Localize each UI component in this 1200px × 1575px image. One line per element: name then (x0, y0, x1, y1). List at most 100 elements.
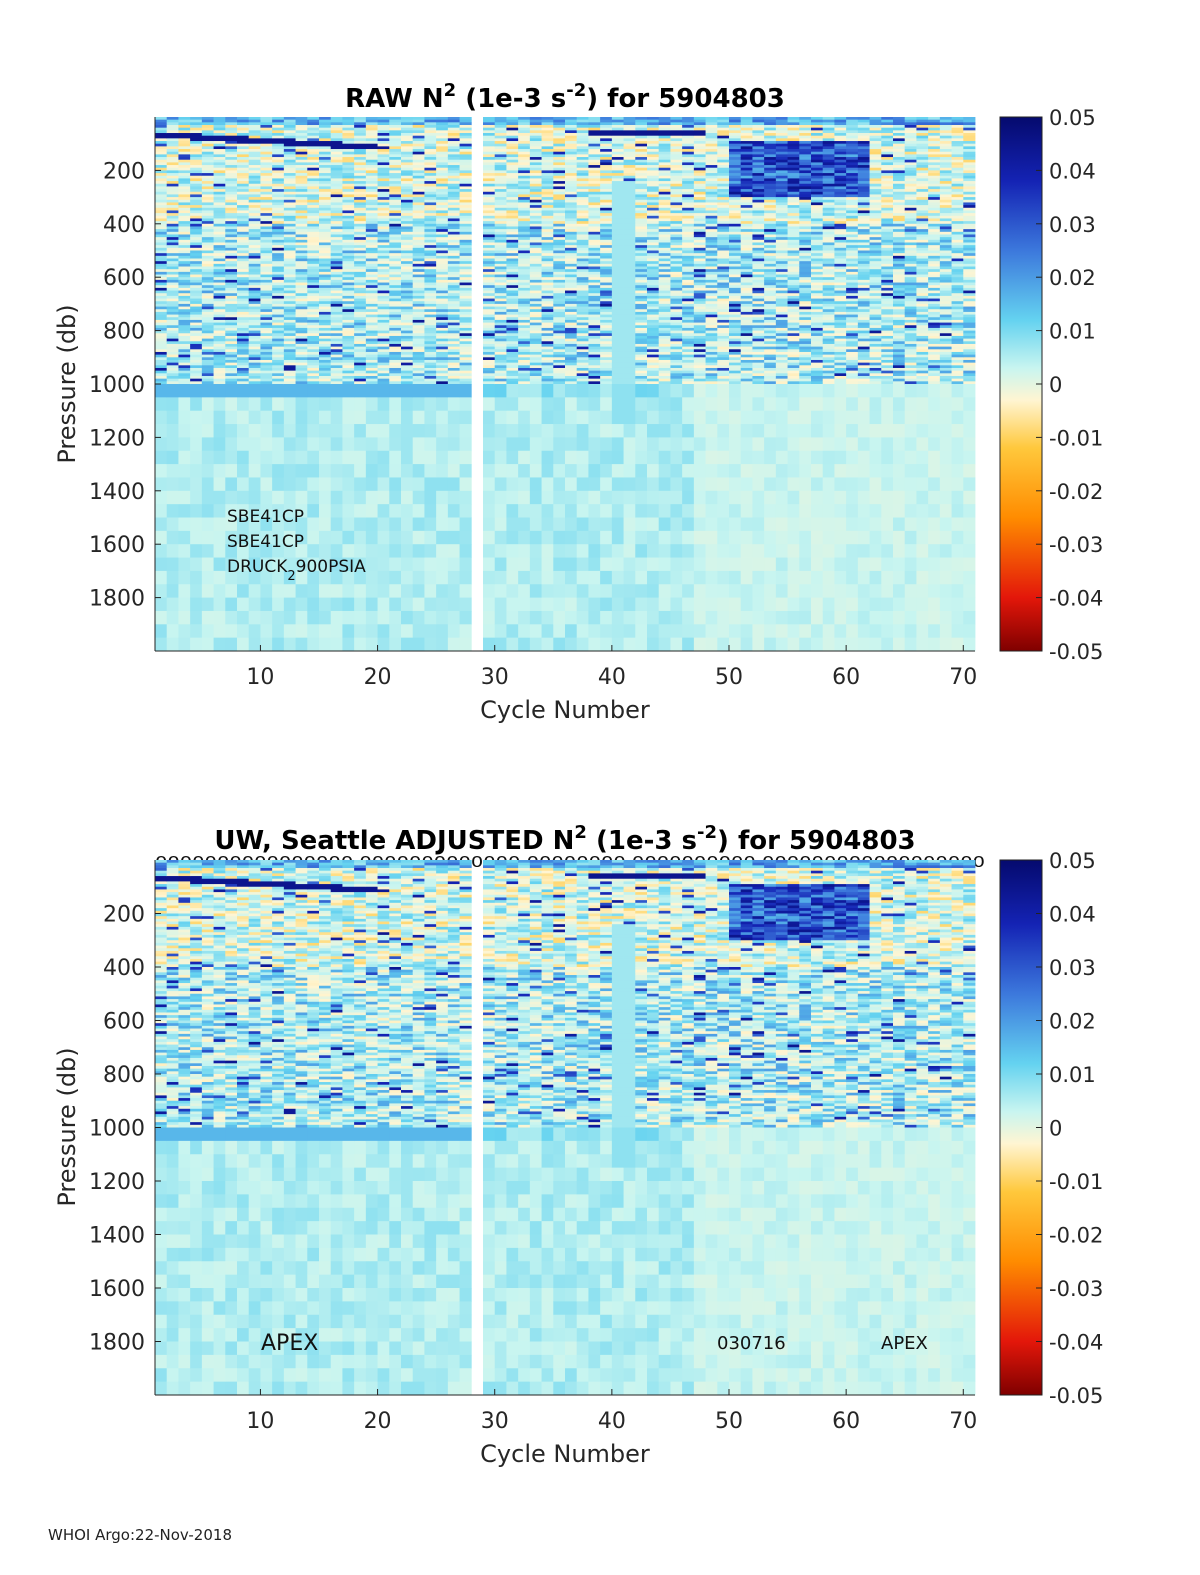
heatmap-cell (518, 229, 531, 233)
heatmap-cell (283, 450, 296, 465)
heatmap-cell (553, 322, 566, 326)
heatmap-cell (459, 333, 472, 337)
heatmap-cell (506, 271, 519, 275)
heatmap-cell (576, 215, 589, 219)
heatmap-cell (178, 253, 191, 257)
heatmap-cell (611, 269, 624, 273)
heatmap-cell (365, 186, 378, 190)
heatmap-cell (260, 165, 273, 169)
heatmap-cell (178, 226, 191, 230)
heatmap-cell (389, 317, 402, 321)
heatmap-cell (424, 381, 437, 385)
heatmap-cell (248, 143, 261, 147)
heatmap-cell (389, 279, 402, 283)
heatmap-cell (330, 362, 343, 366)
heatmap-cell (319, 133, 332, 137)
heatmap-cell (272, 127, 285, 131)
heatmap-cell (283, 287, 296, 291)
heatmap-cell (237, 189, 250, 193)
heatmap-cell (424, 333, 437, 337)
heatmap-cell (600, 226, 613, 230)
heatmap-cell (424, 477, 437, 492)
heatmap-cell (319, 333, 332, 337)
heatmap-cell (354, 277, 367, 281)
heatmap-cell (553, 173, 566, 177)
heatmap-cell (529, 125, 542, 129)
heatmap-cell (436, 210, 449, 214)
heatmap-cell (213, 450, 226, 465)
heatmap-cell (412, 194, 425, 198)
heatmap-cell (237, 202, 250, 206)
heatmap-cell (237, 437, 250, 452)
heatmap-cell (201, 311, 214, 315)
heatmap-cell (565, 319, 578, 323)
heatmap-cell (412, 125, 425, 129)
heatmap-cell (553, 127, 566, 131)
heatmap-cell (623, 437, 636, 452)
heatmap-cell (459, 477, 472, 492)
heatmap-cell (401, 143, 414, 147)
heatmap-cell (248, 175, 261, 179)
heatmap-cell (565, 464, 578, 478)
heatmap-cell (283, 234, 296, 238)
heatmap-cell (377, 141, 390, 145)
heatmap-cell (459, 343, 472, 348)
heatmap-cell (166, 117, 179, 121)
heatmap-cell (494, 189, 507, 193)
heatmap-cell (529, 239, 542, 243)
heatmap-cell (576, 159, 589, 163)
heatmap-cell (330, 186, 343, 190)
heatmap-cell (565, 335, 578, 340)
heatmap-cell (365, 175, 378, 179)
heatmap-cell (541, 186, 554, 190)
heatmap-cell (295, 162, 308, 166)
heatmap-cell (401, 175, 414, 179)
heatmap-cell (576, 242, 589, 246)
heatmap-cell (307, 298, 320, 302)
heatmap-cell (190, 341, 203, 345)
heatmap-cell (155, 135, 168, 139)
heatmap-cell (237, 253, 250, 257)
heatmap-cell (506, 597, 519, 612)
heatmap-cell (447, 218, 460, 222)
heatmap-cell (565, 266, 578, 270)
heatmap-cell (283, 317, 296, 321)
heatmap-cell (190, 530, 203, 545)
heatmap-cell (213, 125, 226, 129)
heatmap-cell (506, 373, 519, 377)
heatmap-cell (201, 258, 214, 262)
heatmap-cell (611, 378, 624, 382)
heatmap-cell (272, 234, 285, 238)
heatmap-cell (529, 290, 542, 294)
heatmap-cell (483, 207, 496, 211)
heatmap-cell (565, 309, 578, 313)
heatmap-cell (166, 181, 179, 185)
heatmap-cell (576, 229, 589, 233)
heatmap-cell (389, 149, 402, 153)
heatmap-cell (354, 223, 367, 227)
heatmap-cell (588, 343, 601, 348)
heatmap-cell (190, 544, 203, 558)
heatmap-cell (518, 183, 531, 187)
heatmap-cell (412, 117, 425, 121)
heatmap-cell (553, 221, 566, 225)
heatmap-cell (647, 317, 660, 321)
heatmap-cell (635, 357, 648, 361)
heatmap-cell (576, 293, 589, 297)
heatmap-cell (565, 397, 578, 412)
heatmap-cell (354, 202, 367, 206)
heatmap-cell (330, 245, 343, 249)
heatmap-cell (389, 570, 402, 585)
heatmap-cell (166, 149, 179, 153)
heatmap-cell (635, 175, 648, 179)
heatmap-cell (213, 557, 226, 572)
heatmap-cell (541, 229, 554, 233)
heatmap-cell (541, 277, 554, 281)
heatmap-cell (272, 226, 285, 230)
heatmap-cell (201, 517, 214, 532)
heatmap-cell (365, 135, 378, 139)
heatmap-cell (401, 298, 414, 302)
heatmap-cell (483, 162, 496, 166)
heatmap-cell (494, 346, 507, 350)
heatmap-cell (377, 194, 390, 198)
